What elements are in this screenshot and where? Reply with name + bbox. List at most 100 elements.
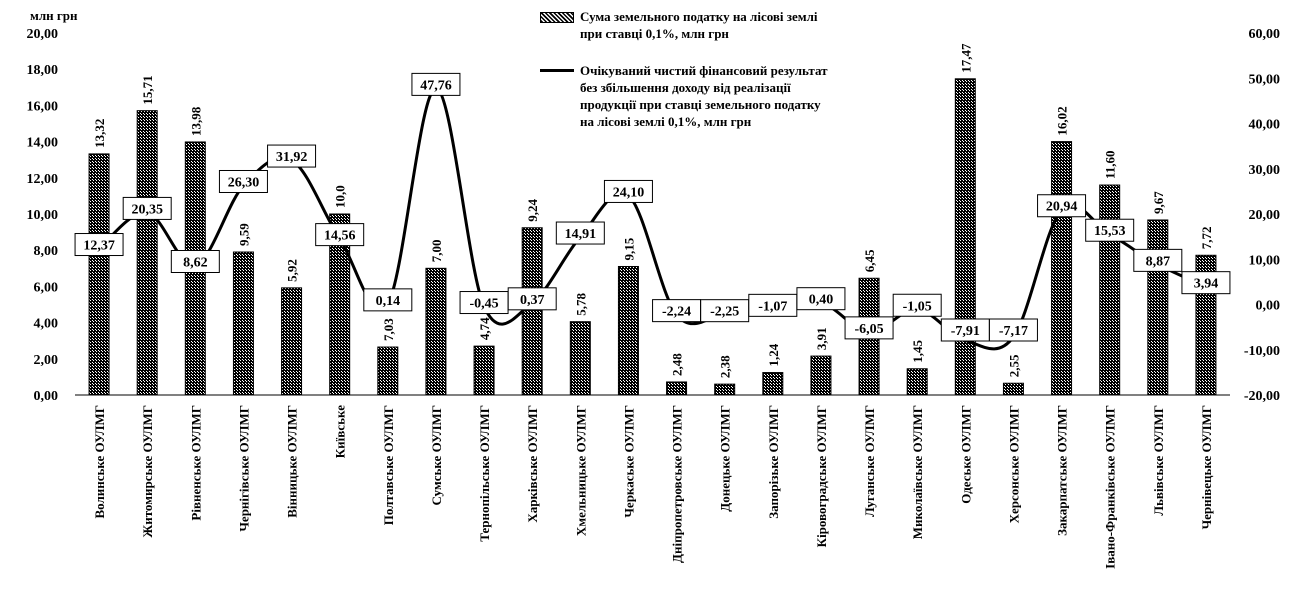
bar-value-label: 10,0 [333,185,348,208]
legend: Сума земельного податку на лісові землі … [540,8,930,150]
category-label: Чернігівське ОУЛМГ [236,405,251,532]
line-value-label: 20,94 [1037,194,1087,218]
line-label-box [267,144,317,168]
category-label: Сумське ОУЛМГ [429,405,444,506]
category-label: Житомирське ОУЛМГ [140,405,155,538]
bar [714,383,736,396]
line-label-box [363,288,413,312]
bar [377,346,399,396]
category-label: Миколаївське ОУЛМГ [910,405,925,539]
line-label-box [796,287,846,311]
line-label-text: 8,87 [1146,254,1171,269]
bar [617,265,639,396]
bar-value-label: 2,55 [1006,354,1021,377]
bar-value-label: 1,45 [910,340,925,363]
category-label: Тернопільське ОУЛМГ [477,405,492,542]
line-value-label: -0,45 [459,291,509,315]
category-label: Луганське ОУЛМГ [862,405,877,517]
line-label-text: 26,30 [228,175,260,190]
bar-value-label: 2,38 [718,355,733,378]
line-value-label: 3,94 [1181,271,1231,295]
category-label: Київське [333,405,348,459]
left-axis-unit: млн грн [30,8,78,23]
line-label-box [507,287,557,311]
category-label: Закарпатське ОУЛМГ [1055,405,1070,536]
line-value-label: 14,91 [555,221,605,245]
line-value-label: -1,05 [892,293,942,317]
line-value-label: 31,92 [267,144,317,168]
line-label-text: -7,17 [999,324,1028,339]
bar-value-label: 13,98 [188,106,203,136]
line-value-label: 0,14 [363,288,413,312]
line-value-label: -2,24 [652,299,702,323]
left-tick-label: 10,00 [27,208,59,223]
line-label-box [603,179,653,203]
line-label-text: 3,94 [1194,277,1219,292]
line-label-text: 24,10 [613,185,645,200]
bar [1051,141,1073,396]
bar-value-label: 5,92 [285,259,300,282]
legend-bar-swatch [540,12,574,23]
line-label-text: -0,45 [469,297,498,312]
line-value-label: 20,35 [122,196,172,220]
legend-line-swatch [540,69,574,72]
line-value-label: 12,37 [74,233,124,257]
line-label-text: 0,40 [809,293,834,308]
right-tick-label: 20,00 [1249,208,1281,223]
category-label: Харківське ОУЛМГ [525,405,540,523]
bar [232,251,254,396]
line-label-box [1037,194,1087,218]
line-value-label: -6,05 [844,316,894,340]
left-tick-label: 6,00 [34,280,59,295]
bar-value-label: 17,47 [958,43,973,73]
bar-value-label: 9,67 [1151,191,1166,214]
line-label-box [218,169,268,193]
line-value-label: 24,10 [603,179,653,203]
right-tick-label: 0,00 [1256,299,1281,314]
line-value-label: -7,91 [940,318,990,342]
bar [88,153,110,396]
bar-value-label: 9,15 [621,237,636,260]
category-label: Полтавське ОУЛМГ [381,405,396,525]
line-label-text: -2,25 [710,305,739,320]
left-tick-label: 20,00 [27,27,59,42]
right-tick-label: 60,00 [1249,27,1281,42]
category-label: Чернівецьке ОУЛМГ [1199,405,1214,529]
bar [762,372,784,396]
line-label-box [988,318,1038,342]
bar-value-label: 7,72 [1199,227,1214,250]
bar-value-label: 4,74 [477,317,492,340]
line-label-box [411,72,461,96]
line-value-label: 47,76 [411,72,461,96]
bar [1002,382,1024,396]
line-label-text: 47,76 [420,78,452,93]
line-label-box [315,223,365,247]
bar [1099,184,1121,396]
category-label: Львівське ОУЛМГ [1151,405,1166,516]
bar-value-label: 7,00 [429,240,444,263]
right-tick-label: -10,00 [1244,344,1280,359]
bar [1147,219,1169,396]
bar [425,267,447,396]
line-label-text: -6,05 [854,322,883,337]
bar-value-label: 16,02 [1055,106,1070,135]
category-label: Одеське ОУЛМГ [958,405,973,504]
bar-value-label: 9,24 [525,199,540,222]
line-label-box [555,221,605,245]
category-label: Вінницьке ОУЛМГ [285,405,300,518]
category-label: Дніпропетровське ОУЛМГ [670,405,685,563]
line-value-label: 14,56 [315,223,365,247]
line-label-text: 8,62 [183,255,208,270]
bar-value-label: 15,71 [140,75,155,104]
bar-value-label: 6,45 [862,249,877,272]
line-label-text: -2,24 [662,305,691,320]
right-tick-label: 10,00 [1249,253,1281,268]
line-label-text: -1,07 [758,299,787,314]
line-label-text: 0,37 [520,293,545,308]
legend-bar-label: Сума земельного податку на лісові землі … [580,9,818,41]
bar [810,355,832,396]
line-value-label: -1,07 [748,293,798,317]
category-label: Донецьке ОУЛМГ [718,405,733,512]
line-label-text: 12,37 [83,239,115,254]
bar [906,368,928,396]
